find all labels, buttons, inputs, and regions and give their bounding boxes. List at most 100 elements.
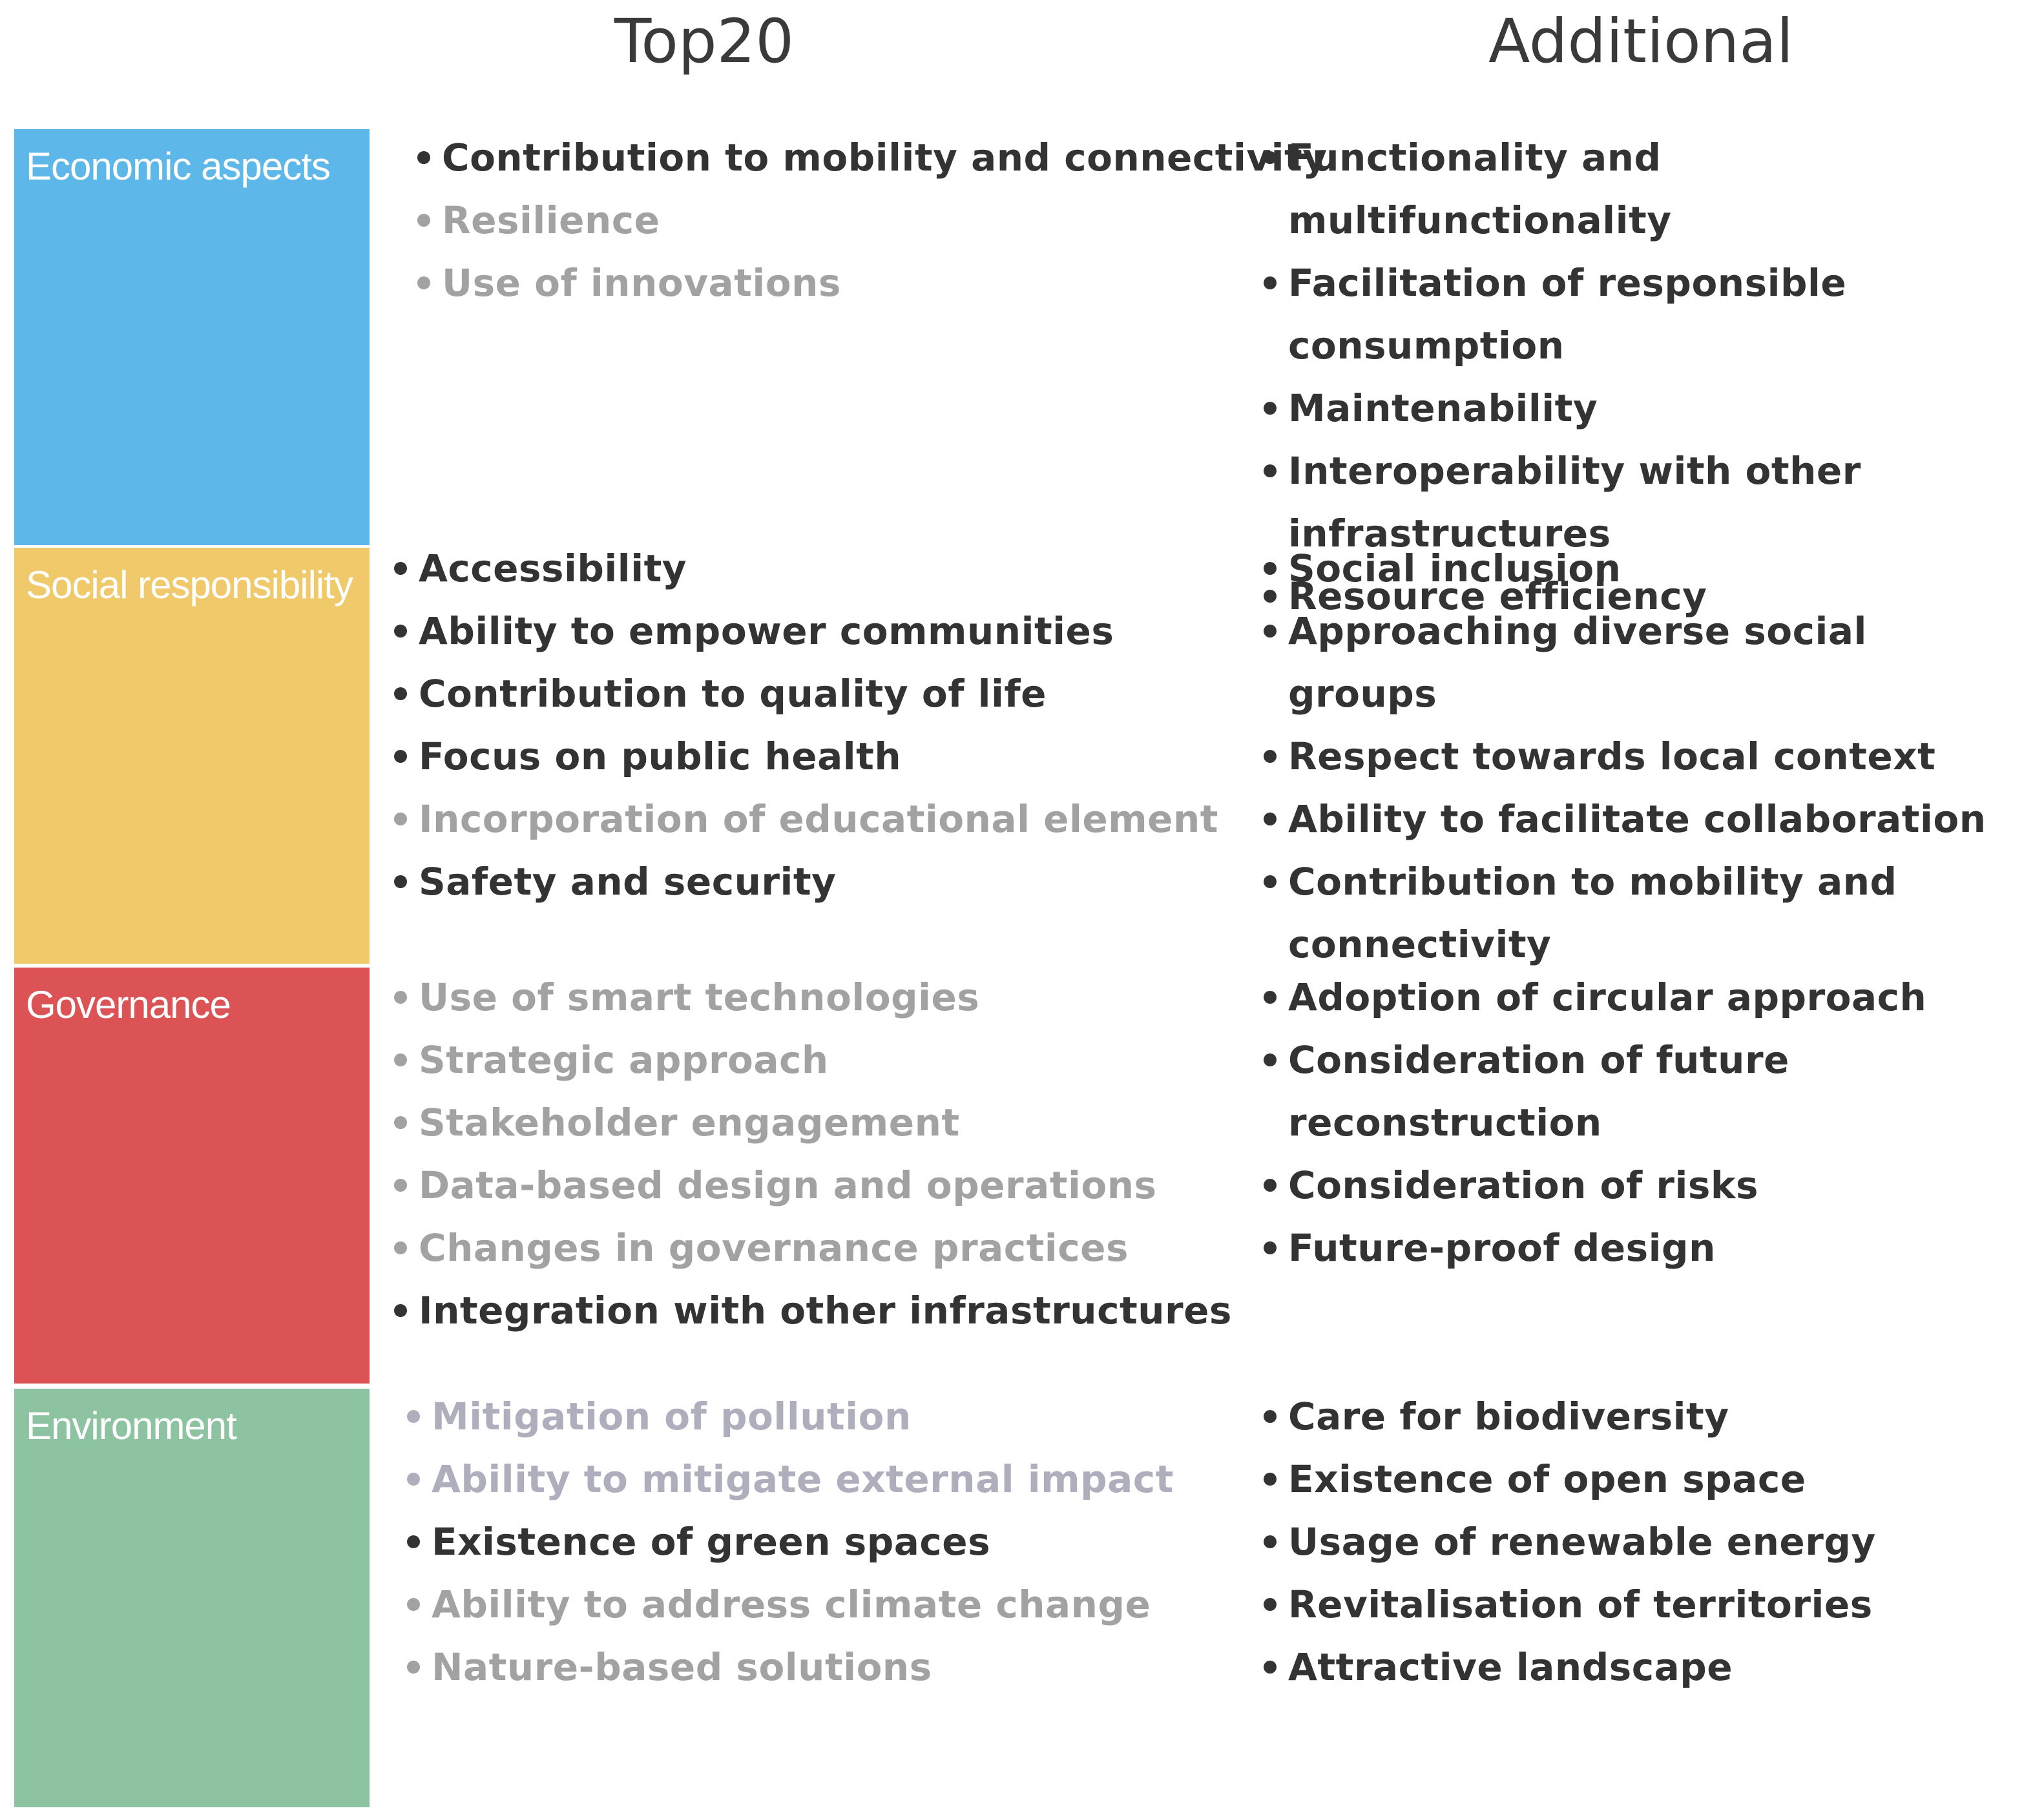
bullet-icon: [417, 276, 430, 289]
bullet-icon: [407, 1661, 420, 1674]
bullet-icon: [417, 151, 430, 164]
bullet-icon: [1264, 464, 1277, 477]
list-item-text: Ability to address climate change: [432, 1582, 1151, 1626]
bullet-icon: [394, 991, 407, 1004]
list-item: Future-proof design: [1260, 1217, 2025, 1280]
list-item: Focus on public health: [390, 725, 1218, 788]
top20-list-governance: Use of smart technologies Strategic appro…: [390, 966, 1232, 1342]
list-item: Accessibility: [390, 537, 1218, 600]
list-item-text: Existence of green spaces: [432, 1520, 991, 1564]
list-item-text: Facilitation of responsible consumption: [1288, 261, 1847, 368]
bullet-icon: [394, 875, 407, 888]
list-item-text: Integration with other infrastructures: [419, 1289, 1232, 1333]
list-item-text: Interoperability with other infrastructu…: [1288, 449, 1861, 555]
bullet-icon: [1264, 1598, 1277, 1611]
additional-list-social: Social inclusion Approaching diverse soci…: [1260, 537, 2035, 976]
list-item: Maintenability: [1260, 377, 2025, 440]
top20-list-social: Accessibility Ability to empower communit…: [390, 537, 1218, 913]
category-box-economic-aspects: Economic aspects: [14, 129, 370, 545]
list-item-text: Strategic approach: [419, 1038, 829, 1082]
list-item-text: Care for biodiversity: [1288, 1395, 1729, 1438]
bullet-icon: [1264, 1053, 1277, 1066]
list-item-text: Contribution to mobility and connectivit…: [1288, 860, 1897, 966]
bullet-icon: [407, 1473, 420, 1486]
list-item-text: Usage of renewable energy: [1288, 1520, 1876, 1564]
list-item-text: Consideration of risks: [1288, 1163, 1759, 1207]
bullet-icon: [394, 1179, 407, 1192]
list-item: Strategic approach: [390, 1029, 1232, 1092]
bullet-icon: [1264, 151, 1277, 164]
bullet-icon: [394, 1116, 407, 1129]
list-item-text: Data-based design and operations: [419, 1163, 1157, 1207]
bullet-icon: [1264, 402, 1277, 415]
list-item-text: Resource efficiency: [1288, 574, 1707, 618]
additional-list-environment: Care for biodiversity Existence of open s…: [1260, 1385, 2035, 1699]
list-item: Existence of open space: [1260, 1448, 2025, 1511]
bullet-icon: [1264, 276, 1277, 289]
list-item-text: Social inclusion: [1288, 546, 1622, 590]
list-item: Ability to address climate change: [403, 1573, 1174, 1636]
list-item-text: Respect towards local context: [1288, 734, 1936, 778]
list-item: Changes in governance practices: [390, 1217, 1232, 1280]
list-item: Attractive landscape: [1260, 1636, 2025, 1699]
list-item-text: Accessibility: [419, 546, 687, 590]
bullet-icon: [394, 750, 407, 763]
list-item: Respect towards local context: [1260, 725, 2025, 788]
list-item-text: Existence of open space: [1288, 1457, 1806, 1501]
list-item-text: Ability to mitigate external impact: [432, 1457, 1174, 1501]
list-item-text: Incorporation of educational element: [419, 797, 1218, 841]
list-item-text: Contribution to mobility and connectivit…: [442, 136, 1328, 180]
bullet-icon: [1264, 1410, 1277, 1423]
list-item-text: Attractive landscape: [1288, 1645, 1733, 1689]
additional-list-governance: Adoption of circular approach Considerati…: [1260, 966, 2035, 1280]
list-item-text: Resilience: [442, 198, 660, 242]
bullet-icon: [394, 625, 407, 638]
list-item: Usage of renewable energy: [1260, 1511, 2025, 1573]
category-box-social-responsibility: Social responsibility: [14, 548, 370, 964]
list-item: Ability to empower communities: [390, 600, 1218, 663]
category-box-environment: Environment: [14, 1389, 370, 1807]
bullet-icon: [394, 687, 407, 700]
list-item: Facilitation of responsible consumption: [1260, 252, 2025, 377]
column-header-top20: Top20: [614, 6, 795, 77]
list-item: Nature-based solutions: [403, 1636, 1174, 1699]
list-item-text: Ability to empower communities: [419, 609, 1114, 653]
list-item: Ability to facilitate collaboration: [1260, 788, 2025, 851]
list-item-text: Use of smart technologies: [419, 975, 980, 1019]
list-item: Revitalisation of territories: [1260, 1573, 2025, 1636]
list-item: Integration with other infrastructures: [390, 1280, 1232, 1342]
list-item-text: Mitigation of pollution: [432, 1395, 912, 1438]
list-item-text: Contribution to quality of life: [419, 672, 1047, 716]
bullet-icon: [1264, 1473, 1277, 1486]
list-item-text: Functionality and multifunctionality: [1288, 136, 1672, 242]
list-item: Mitigation of pollution: [403, 1385, 1174, 1448]
bullet-icon: [1264, 750, 1277, 763]
bullet-icon: [1264, 562, 1277, 575]
list-item: Care for biodiversity: [1260, 1385, 2025, 1448]
list-item: Safety and security: [390, 851, 1218, 913]
list-item-text: Focus on public health: [419, 734, 902, 778]
bullet-icon: [1264, 1535, 1277, 1548]
list-item: Consideration of risks: [1260, 1154, 2025, 1217]
list-item-text: Changes in governance practices: [419, 1226, 1129, 1270]
bullet-icon: [394, 1053, 407, 1066]
bullet-icon: [1264, 1179, 1277, 1192]
bullet-icon: [394, 562, 407, 575]
list-item: Data-based design and operations: [390, 1154, 1232, 1217]
list-item: Interoperability with other infrastructu…: [1260, 440, 2025, 565]
column-header-additional: Additional: [1488, 6, 1793, 77]
list-item: Stakeholder engagement: [390, 1092, 1232, 1154]
list-item-text: Future-proof design: [1288, 1226, 1716, 1270]
list-item: Consideration of future reconstruction: [1260, 1029, 2025, 1154]
list-item: Social inclusion: [1260, 537, 2025, 600]
bullet-icon: [1264, 813, 1277, 825]
list-item: Use of innovations: [413, 252, 1328, 315]
list-item: Resilience: [413, 189, 1328, 252]
list-item-text: Consideration of future reconstruction: [1288, 1038, 1789, 1145]
list-item-text: Stakeholder engagement: [419, 1101, 960, 1145]
category-box-governance: Governance: [14, 968, 370, 1384]
bullet-icon: [1264, 1241, 1277, 1254]
bullet-icon: [407, 1598, 420, 1611]
list-item: Functionality and multifunctionality: [1260, 127, 2025, 252]
list-item: Ability to mitigate external impact: [403, 1448, 1174, 1511]
